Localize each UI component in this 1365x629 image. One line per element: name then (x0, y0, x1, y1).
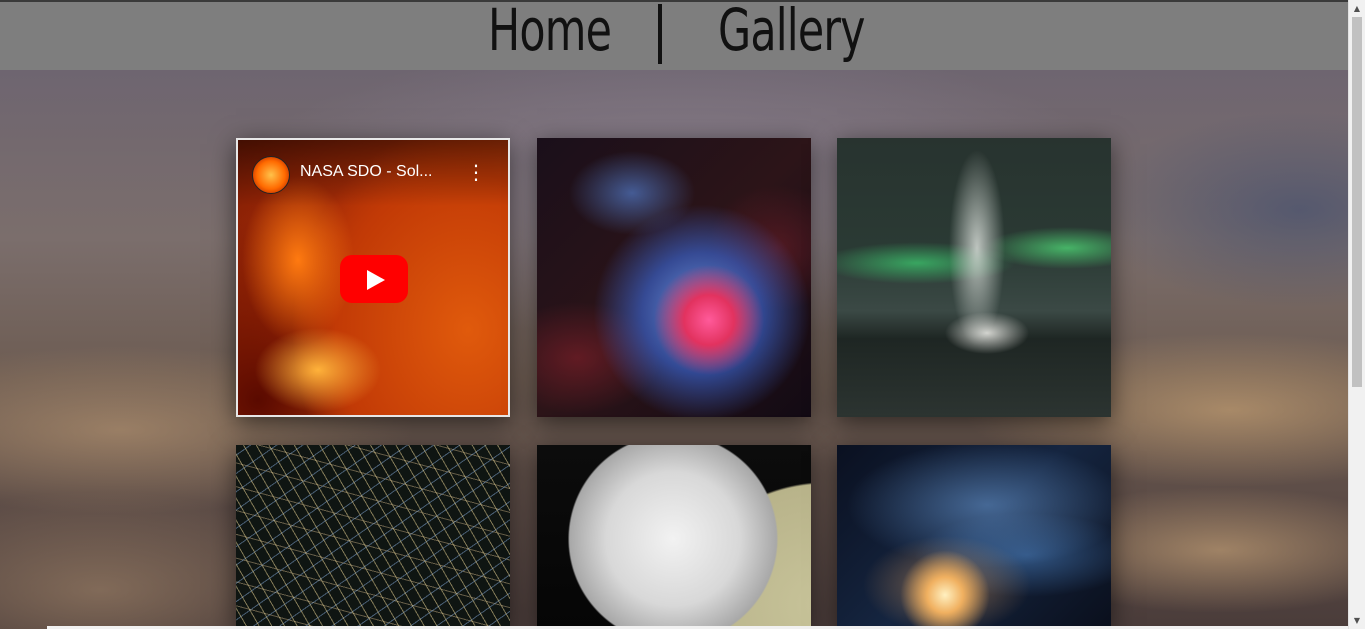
video-title[interactable]: NASA SDO - Sol... (300, 163, 432, 181)
gallery-image-nebula[interactable] (537, 138, 811, 417)
scroll-down-arrow-icon[interactable]: ▼ (1349, 612, 1365, 629)
play-icon (367, 270, 385, 290)
nav-separator (658, 4, 662, 64)
nav-links: Home Gallery (0, 0, 1349, 66)
video-player-tile[interactable]: NASA SDO - Sol... ⋮ (236, 138, 510, 417)
nav-home-link[interactable]: Home (488, 0, 611, 64)
gallery-image-light-trails[interactable] (236, 445, 510, 629)
vertical-scrollbar[interactable]: ▲ ▼ (1348, 0, 1365, 629)
gallery-image-moon[interactable] (537, 445, 811, 629)
scrollbar-thumb[interactable] (1352, 17, 1362, 387)
top-nav-bar: Home Gallery (0, 0, 1349, 70)
gallery-image-aurora[interactable] (837, 138, 1111, 417)
more-options-icon[interactable]: ⋮ (466, 162, 486, 182)
nav-gallery-link[interactable]: Gallery (718, 0, 865, 64)
scroll-up-arrow-icon[interactable]: ▲ (1349, 0, 1365, 17)
sun-avatar-icon[interactable] (252, 156, 290, 194)
youtube-play-button[interactable] (340, 255, 408, 303)
gallery-image-galaxy[interactable] (837, 445, 1111, 629)
